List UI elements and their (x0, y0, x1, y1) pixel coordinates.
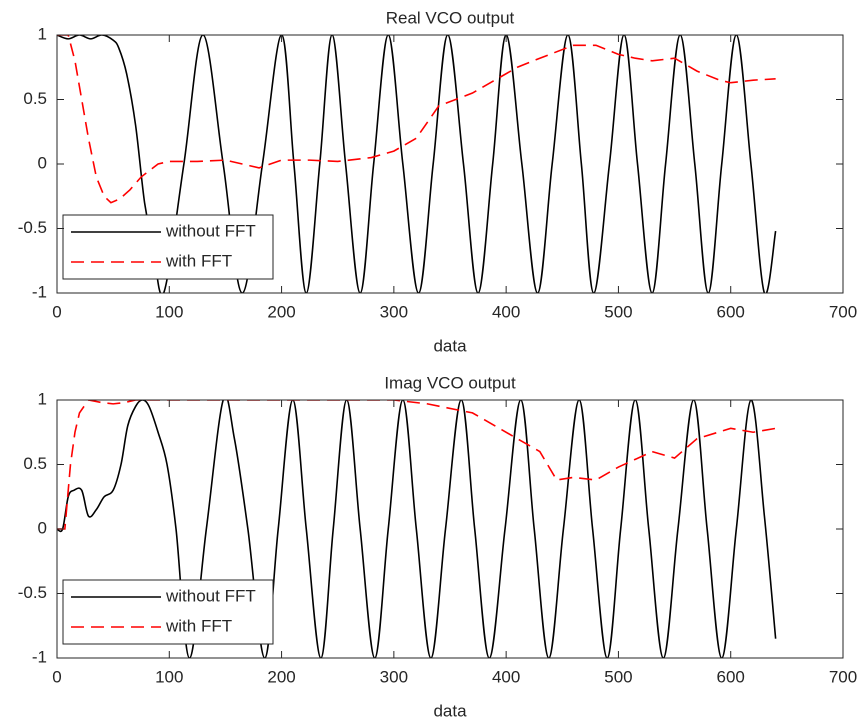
x-axis-label: data (433, 701, 467, 720)
x-tick-label: 200 (267, 667, 295, 686)
x-tick-label: 0 (52, 302, 61, 321)
y-tick-label: -0.5 (18, 218, 47, 237)
series-line (57, 400, 776, 530)
x-tick-label: 400 (492, 667, 520, 686)
series-line (57, 35, 777, 293)
x-tick-label: 600 (717, 667, 745, 686)
x-tick-label: 700 (829, 667, 857, 686)
x-tick-label: 500 (604, 302, 632, 321)
series-line (57, 400, 777, 658)
x-tick-label: 100 (155, 302, 183, 321)
y-tick-label: -1 (32, 282, 47, 301)
legend-label: with FFT (165, 251, 232, 270)
series-line (57, 35, 776, 204)
x-tick-label: 100 (155, 667, 183, 686)
y-tick-label: 0.5 (23, 89, 47, 108)
y-tick-label: 0.5 (23, 454, 47, 473)
x-tick-label: 600 (717, 302, 745, 321)
chart-title: Imag VCO output (384, 373, 516, 392)
y-tick-label: -0.5 (18, 583, 47, 602)
x-tick-label: 700 (829, 302, 857, 321)
legend-box (62, 579, 274, 645)
legend-label: without FFT (165, 586, 256, 605)
y-tick-label: 1 (38, 24, 47, 43)
x-tick-label: 400 (492, 302, 520, 321)
legend-label: with FFT (165, 616, 232, 635)
legend-box (62, 214, 274, 280)
y-tick-label: 0 (38, 153, 47, 172)
x-axis-label: data (433, 336, 467, 355)
legend-label: without FFT (165, 221, 256, 240)
x-tick-label: 200 (267, 302, 295, 321)
x-tick-label: 500 (604, 667, 632, 686)
y-tick-label: 0 (38, 518, 47, 537)
x-tick-label: 300 (380, 667, 408, 686)
y-tick-label: 1 (38, 389, 47, 408)
y-tick-label: -1 (32, 647, 47, 666)
x-tick-label: 0 (52, 667, 61, 686)
chart-title: Real VCO output (386, 8, 515, 27)
x-tick-label: 300 (380, 302, 408, 321)
